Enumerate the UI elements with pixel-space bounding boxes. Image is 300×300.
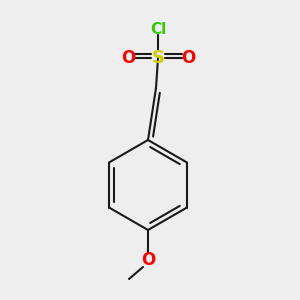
Text: Cl: Cl	[150, 22, 166, 38]
Text: O: O	[121, 49, 135, 67]
Text: O: O	[181, 49, 195, 67]
Text: S: S	[152, 49, 164, 67]
Text: O: O	[141, 251, 155, 269]
